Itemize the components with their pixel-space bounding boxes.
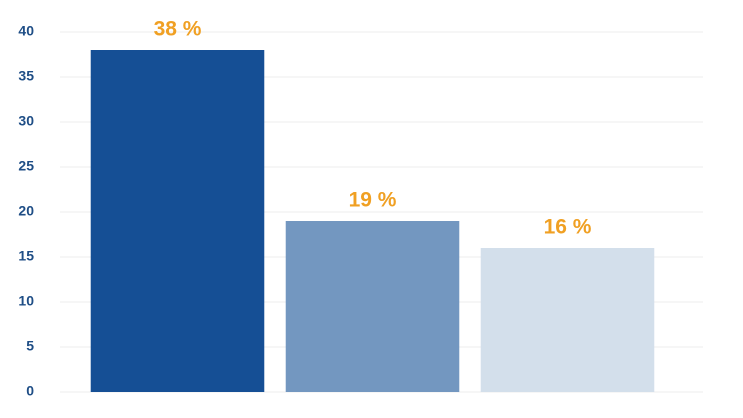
value-label: 19 % — [349, 189, 397, 212]
y-tick-label: 20 — [18, 203, 34, 219]
value-label: 38 % — [154, 18, 202, 41]
y-tick-label: 0 — [26, 383, 34, 399]
y-tick-label: 30 — [18, 113, 34, 129]
y-tick-label: 15 — [18, 248, 34, 264]
bar — [480, 248, 655, 392]
y-tick-label: 10 — [18, 293, 34, 309]
bar — [90, 50, 265, 392]
y-tick-label: 25 — [18, 158, 34, 174]
bar — [285, 221, 460, 392]
y-tick-label: 5 — [26, 338, 34, 354]
y-tick-label: 40 — [18, 23, 34, 39]
y-tick-label: 35 — [18, 68, 34, 84]
value-label: 16 % — [544, 216, 592, 239]
